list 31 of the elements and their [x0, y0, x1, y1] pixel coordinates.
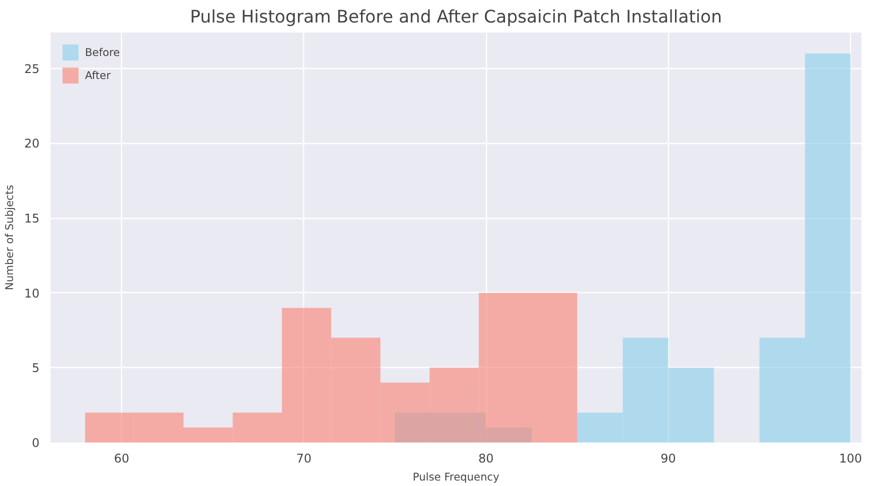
- x-tick-label: 70: [296, 452, 312, 466]
- bar: [184, 428, 233, 442]
- legend-label: Before: [85, 46, 120, 58]
- y-tick-label: 10: [24, 286, 40, 300]
- x-tick-label: 100: [839, 452, 862, 466]
- y-tick-label: 20: [24, 136, 40, 151]
- bar: [134, 412, 184, 442]
- bar: [430, 368, 479, 442]
- bar: [805, 53, 851, 442]
- y-tick-label: 15: [24, 212, 40, 226]
- x-axis-title: Pulse Frequency: [412, 470, 500, 484]
- bar: [331, 338, 380, 442]
- bar: [622, 338, 668, 442]
- x-tick-label: 80: [478, 452, 494, 466]
- bar: [577, 412, 623, 442]
- bar: [232, 412, 282, 442]
- chart-title: Pulse Histogram Before and After Capsaicin Patch Installation: [190, 8, 722, 28]
- bar: [668, 368, 714, 442]
- y-tick-label: 25: [24, 62, 40, 76]
- bar: [380, 382, 430, 442]
- y-tick-label: 5: [32, 361, 40, 376]
- bar: [282, 308, 332, 442]
- x-tick-label: 90: [660, 452, 676, 466]
- bar: [478, 292, 528, 442]
- bar: [759, 338, 806, 442]
- y-tick-label: 0: [32, 436, 40, 450]
- bar: [85, 412, 134, 442]
- x-tick-label: 60: [114, 452, 130, 466]
- bar: [528, 292, 578, 442]
- legend-label: After: [85, 68, 111, 82]
- y-axis-title: Number of Subjects: [3, 184, 16, 290]
